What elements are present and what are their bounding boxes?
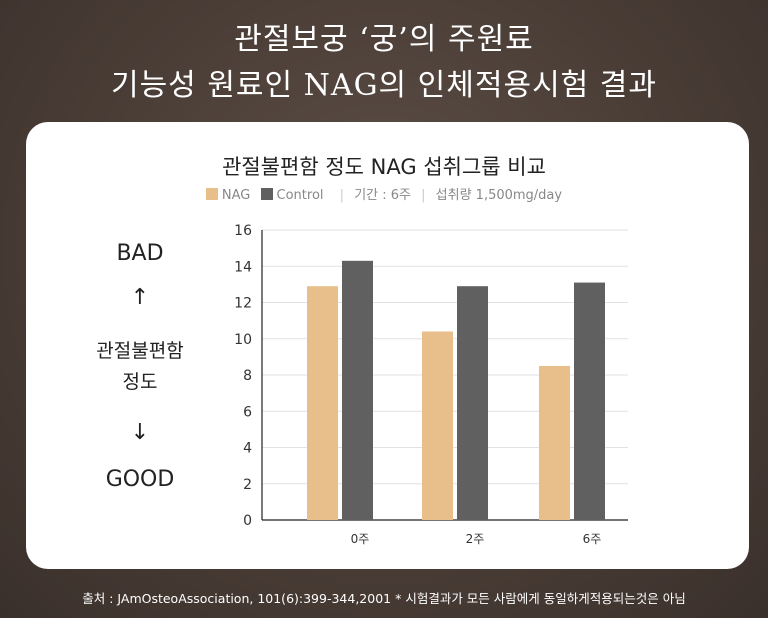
chart-card bbox=[26, 122, 749, 569]
legend-item-nag: NAG bbox=[205, 188, 255, 203]
x-tick-label: 2주 bbox=[466, 532, 485, 546]
discomfort-label-line-1: 관절불편함 bbox=[96, 340, 184, 362]
bad-label: BAD bbox=[116, 241, 164, 266]
down-arrow-icon: ↓ bbox=[130, 420, 150, 445]
legend-period: 기간 : 6주 bbox=[354, 188, 411, 203]
legend-label-control: Control bbox=[276, 188, 324, 203]
good-label: GOOD bbox=[105, 467, 175, 492]
x-tick-label: 0주 bbox=[351, 532, 370, 546]
y-tick-label: 8 bbox=[243, 368, 252, 384]
bar-nag-1 bbox=[422, 331, 453, 520]
bar-nag-0 bbox=[307, 286, 338, 520]
chart-title: 관절불편함 정도 NAG 섭취그룹 비교 bbox=[222, 155, 546, 179]
legend-label-nag: NAG bbox=[221, 188, 251, 203]
legend: NAG Control | 기간 : 6주 | 섭취량 1,500mg/day bbox=[0, 184, 768, 203]
y-tick-label: 12 bbox=[234, 296, 252, 312]
y-tick-label: 14 bbox=[234, 259, 252, 275]
bar-control-2 bbox=[574, 282, 605, 520]
x-tick-label: 6주 bbox=[583, 532, 602, 546]
heading-line-2: 기능성 원료인 NAG의 인체적용시험 결과 bbox=[110, 68, 658, 103]
bar-control-1 bbox=[457, 286, 488, 520]
bar-control-0 bbox=[342, 260, 373, 520]
y-tick-label: 16 bbox=[234, 223, 252, 239]
legend-dose: 섭취량 1,500mg/day bbox=[435, 188, 563, 203]
heading-line-1: 관절보궁 ‘궁’의 주원료 bbox=[234, 22, 534, 57]
y-tick-label: 6 bbox=[243, 404, 252, 420]
legend-separator: | bbox=[421, 188, 426, 203]
legend-swatch-nag bbox=[205, 188, 218, 200]
up-arrow-icon: ↑ bbox=[130, 285, 150, 310]
bar-nag-2 bbox=[539, 365, 570, 520]
discomfort-label-line-2: 정도 bbox=[122, 371, 158, 393]
y-tick-label: 4 bbox=[243, 441, 252, 457]
y-tick-label: 2 bbox=[243, 477, 252, 493]
y-tick-label: 0 bbox=[243, 513, 252, 529]
y-tick-label: 10 bbox=[234, 332, 252, 348]
legend-separator: | bbox=[339, 188, 345, 203]
legend-item-control: Control bbox=[260, 188, 328, 203]
legend-swatch-control bbox=[260, 188, 273, 200]
source-footnote: 출처 : JAmOsteoAssociation, 101(6):399-344… bbox=[82, 591, 686, 606]
